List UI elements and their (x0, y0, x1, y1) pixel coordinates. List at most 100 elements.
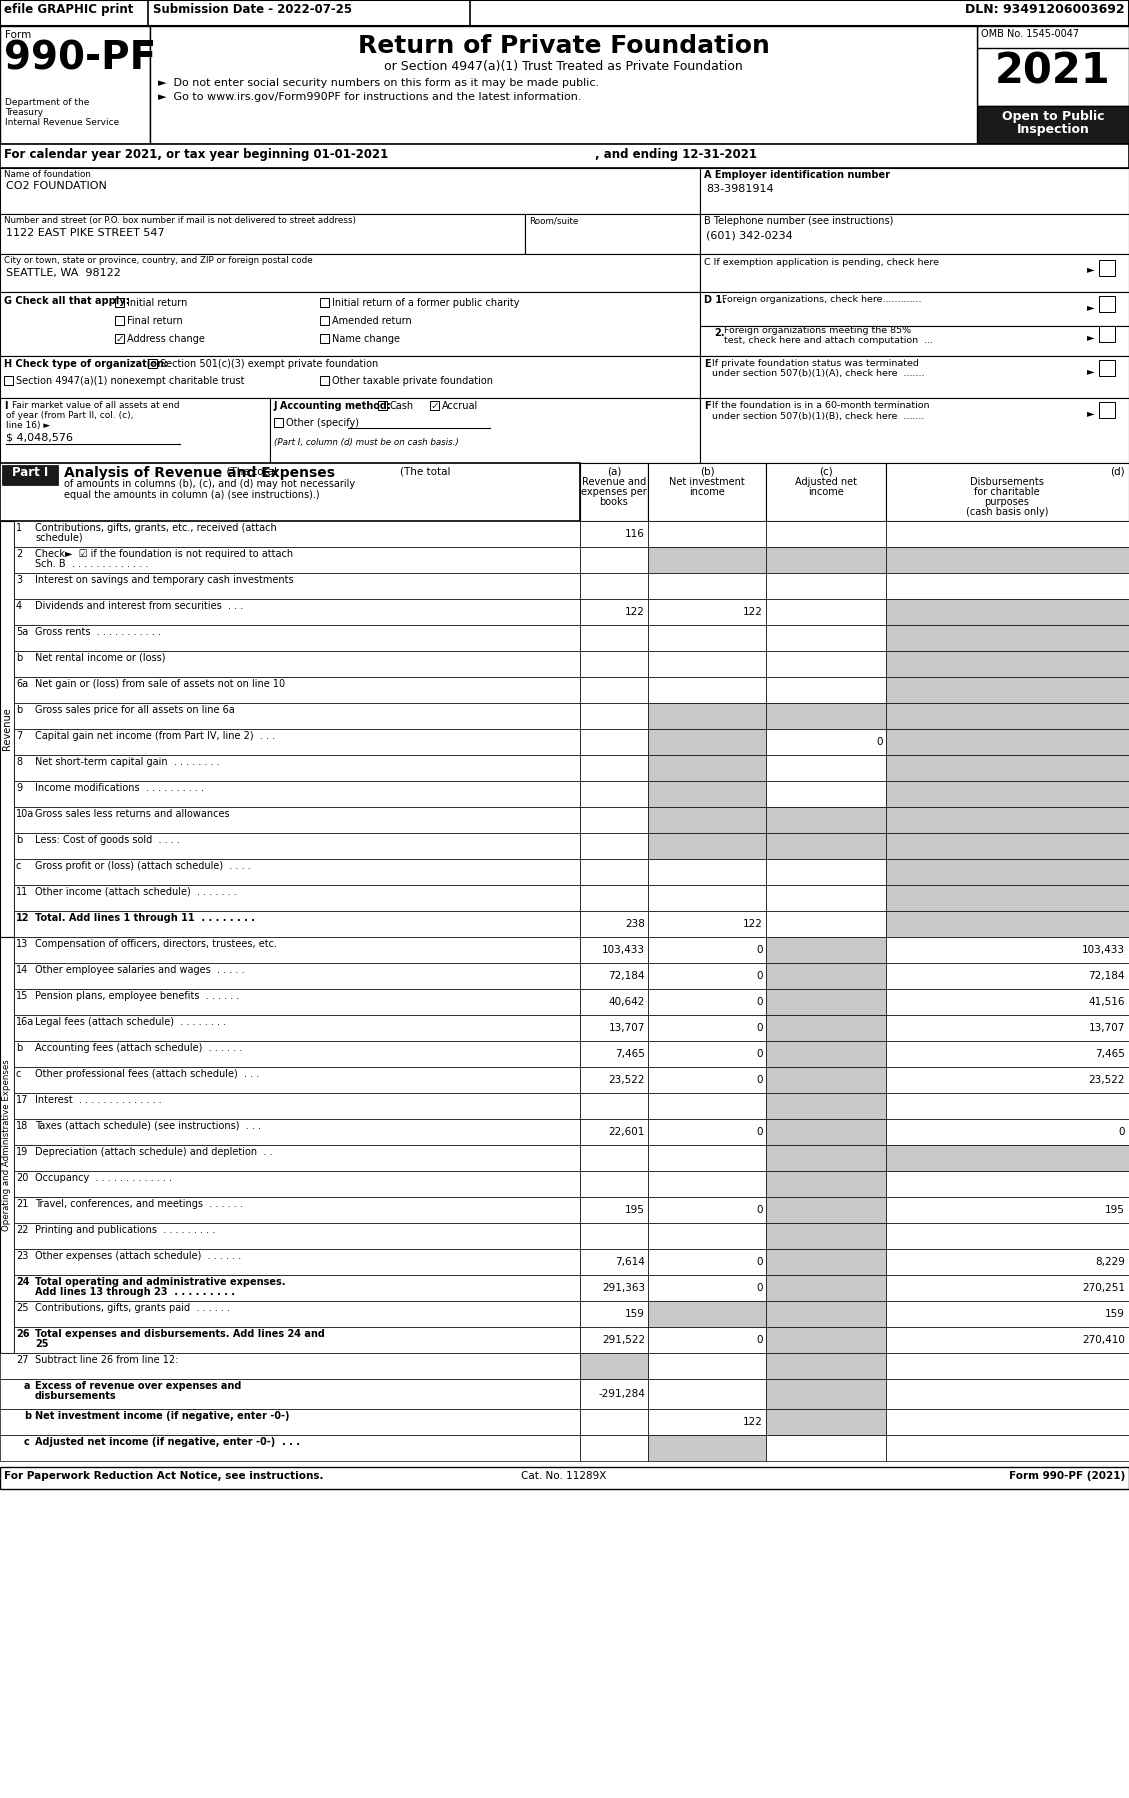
Bar (765, 1145, 886, 1170)
Bar (115, 334, 124, 343)
Bar (886, 1197, 1129, 1223)
Bar (580, 678, 648, 703)
Text: (b): (b) (700, 466, 715, 476)
Text: OMB No. 1545-0047: OMB No. 1545-0047 (981, 29, 1079, 40)
Text: Legal fees (attach schedule)  . . . . . . . .: Legal fees (attach schedule) . . . . . .… (35, 1018, 226, 1027)
Bar (765, 937, 886, 964)
Text: -291,284: -291,284 (598, 1390, 645, 1399)
Text: Subtract line 26 from line 12:: Subtract line 26 from line 12: (35, 1356, 178, 1365)
Bar (14, 755, 580, 780)
Text: A Employer identification number: A Employer identification number (704, 171, 890, 180)
Text: Part I: Part I (12, 466, 49, 478)
Bar (14, 626, 580, 651)
Text: Internal Revenue Service: Internal Revenue Service (5, 119, 120, 128)
Bar (765, 1197, 886, 1223)
Text: 103,433: 103,433 (602, 946, 645, 955)
Bar (1099, 403, 1115, 417)
Bar (765, 1275, 886, 1302)
Bar (0, 1467, 1129, 1489)
Bar (274, 417, 283, 426)
Bar (14, 807, 580, 832)
Text: Name change: Name change (332, 334, 400, 343)
Text: 20: 20 (16, 1172, 28, 1183)
Bar (886, 964, 1129, 989)
Text: 11: 11 (16, 886, 28, 897)
Text: 22: 22 (16, 1224, 28, 1235)
Text: 2021: 2021 (995, 50, 1111, 92)
Text: Amended return: Amended return (332, 316, 412, 325)
Bar (765, 703, 886, 728)
Text: 2: 2 (16, 548, 23, 559)
Bar (700, 397, 1129, 464)
Bar (886, 989, 1129, 1016)
Text: 19: 19 (16, 1147, 28, 1156)
Bar (580, 547, 648, 574)
Text: For calendar year 2021, or tax year beginning 01-01-2021: For calendar year 2021, or tax year begi… (5, 147, 388, 162)
Bar (765, 521, 886, 547)
Text: 24: 24 (16, 1277, 29, 1287)
Bar (886, 626, 1129, 651)
Text: a: a (24, 1381, 30, 1392)
Bar (886, 1327, 1129, 1354)
Text: C If exemption application is pending, check here: C If exemption application is pending, c… (704, 257, 939, 266)
Bar (700, 325, 1129, 356)
Bar (0, 1410, 580, 1435)
Bar (648, 937, 765, 964)
Bar (765, 964, 886, 989)
Text: D 1.: D 1. (704, 295, 726, 306)
Text: Contributions, gifts, grants, etc., received (attach: Contributions, gifts, grants, etc., rece… (35, 523, 277, 532)
Text: 238: 238 (625, 919, 645, 930)
Bar (14, 1275, 580, 1302)
Bar (580, 1197, 648, 1223)
Text: 0: 0 (756, 1257, 763, 1268)
Bar (765, 1093, 886, 1118)
Bar (648, 1041, 765, 1066)
Bar (765, 780, 886, 807)
Bar (14, 964, 580, 989)
Text: Other (specify): Other (specify) (286, 417, 359, 428)
Bar (700, 356, 1129, 397)
Text: 22,601: 22,601 (609, 1127, 645, 1136)
Text: efile GRAPHIC print: efile GRAPHIC print (5, 4, 133, 16)
Bar (580, 1275, 648, 1302)
Text: Gross sales less returns and allowances: Gross sales less returns and allowances (35, 809, 229, 820)
Bar (700, 254, 1129, 291)
Bar (648, 1170, 765, 1197)
Text: Analysis of Revenue and Expenses: Analysis of Revenue and Expenses (64, 466, 335, 480)
Text: Initial return: Initial return (126, 298, 187, 307)
Text: Income modifications  . . . . . . . . . .: Income modifications . . . . . . . . . . (35, 782, 204, 793)
Text: $ 4,048,576: $ 4,048,576 (6, 433, 73, 442)
Text: 23,522: 23,522 (609, 1075, 645, 1084)
Text: Fair market value of all assets at end: Fair market value of all assets at end (12, 401, 180, 410)
Bar (765, 859, 886, 885)
Bar (886, 1016, 1129, 1041)
Text: Room/suite: Room/suite (530, 216, 578, 225)
Text: Number and street (or P.O. box number if mail is not delivered to street address: Number and street (or P.O. box number if… (5, 216, 356, 225)
Text: Operating and Administrative Expenses: Operating and Administrative Expenses (2, 1059, 11, 1232)
Bar (648, 1327, 765, 1354)
Bar (580, 1250, 648, 1275)
Bar (765, 547, 886, 574)
Bar (648, 832, 765, 859)
Text: Section 501(c)(3) exempt private foundation: Section 501(c)(3) exempt private foundat… (160, 360, 378, 369)
Text: of amounts in columns (b), (c), and (d) may not necessarily: of amounts in columns (b), (c), and (d) … (64, 478, 356, 489)
Bar (886, 547, 1129, 574)
Bar (648, 755, 765, 780)
Text: 9: 9 (16, 782, 23, 793)
Bar (580, 464, 648, 521)
Text: E: E (704, 360, 710, 369)
Bar (270, 397, 700, 464)
Bar (580, 989, 648, 1016)
Text: 41,516: 41,516 (1088, 998, 1124, 1007)
Text: 72,184: 72,184 (609, 971, 645, 982)
Bar (886, 703, 1129, 728)
Text: 7: 7 (16, 732, 23, 741)
Text: Total operating and administrative expenses.: Total operating and administrative expen… (35, 1277, 286, 1287)
Bar (648, 1145, 765, 1170)
Text: under section 507(b)(1)(B), check here  .......: under section 507(b)(1)(B), check here .… (712, 412, 925, 421)
Text: (d): (d) (1111, 466, 1124, 476)
Bar (648, 678, 765, 703)
Text: ✓: ✓ (115, 334, 124, 343)
Bar (765, 1016, 886, 1041)
Bar (0, 25, 150, 144)
